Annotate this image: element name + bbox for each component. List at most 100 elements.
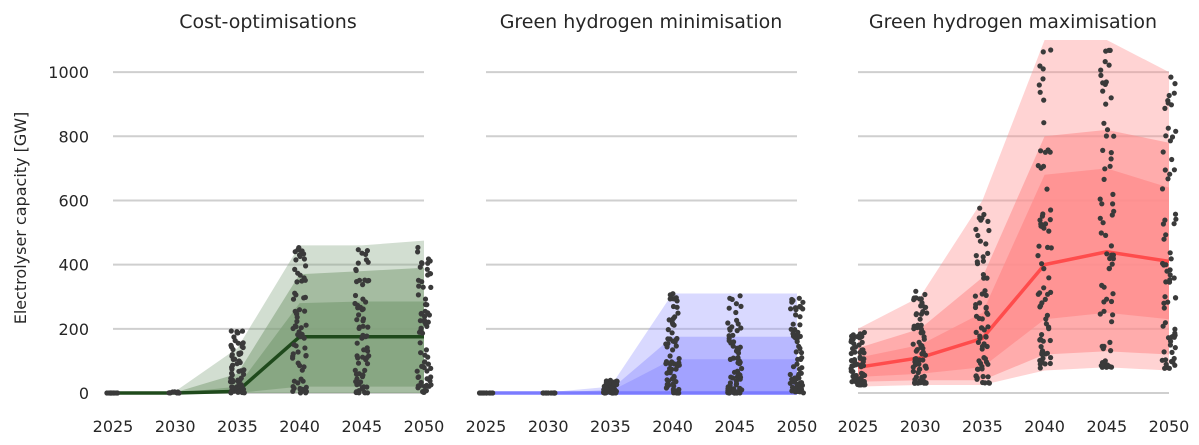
scenario-point: [985, 361, 991, 367]
scenario-point: [426, 383, 432, 389]
scenario-point: [1161, 300, 1167, 306]
scenario-point: [427, 378, 433, 384]
scenario-point: [1111, 133, 1117, 139]
scenario-point: [1108, 348, 1114, 354]
scenario-point: [1101, 176, 1107, 182]
scenario-point: [1163, 232, 1169, 238]
scenario-point: [1110, 191, 1116, 197]
scenario-point: [675, 310, 681, 316]
scenario-point: [982, 356, 989, 362]
scenario-point: [235, 389, 241, 395]
scenario-point: [1173, 128, 1179, 134]
scenario-point: [974, 259, 980, 265]
scenario-point: [296, 307, 303, 313]
scenario-point: [1039, 332, 1045, 338]
scenario-point: [1165, 98, 1171, 104]
scenario-point: [1162, 167, 1168, 173]
scenario-point: [734, 345, 740, 351]
scenario-point: [1042, 361, 1048, 367]
scenario-point: [229, 366, 235, 372]
scenario-point: [1097, 196, 1103, 202]
scenario-point: [1099, 343, 1105, 349]
scenario-point: [674, 335, 680, 342]
scenario-point: [734, 328, 740, 334]
scenario-point: [1041, 266, 1047, 272]
x-tick-label: 2040: [1024, 417, 1065, 436]
scenario-point: [985, 250, 991, 256]
scenario-point: [983, 292, 989, 298]
scenario-point: [1045, 291, 1051, 297]
scenario-point: [166, 390, 172, 396]
scenario-point: [428, 284, 434, 290]
scenario-point: [922, 304, 928, 311]
scenario-point: [1165, 176, 1171, 182]
scenario-point: [415, 244, 421, 251]
scenario-point: [1167, 138, 1173, 144]
scenario-point: [1048, 245, 1054, 251]
scenario-point: [1037, 290, 1043, 296]
scenario-point: [850, 369, 856, 375]
scenario-point: [303, 353, 309, 359]
scenario-point: [793, 349, 799, 355]
scenario-point: [366, 353, 372, 359]
scenario-point: [292, 266, 298, 272]
scenario-point: [418, 310, 424, 317]
scenario-point: [228, 328, 234, 334]
scenario-point: [359, 335, 365, 341]
scenario-point: [1172, 345, 1178, 351]
scenario-point: [1101, 308, 1107, 314]
scenario-point: [800, 390, 807, 396]
scenario-point: [977, 333, 983, 339]
scenario-point: [915, 369, 921, 376]
scenario-point: [856, 377, 862, 383]
scenario-point: [796, 295, 802, 301]
scenario-point: [727, 295, 733, 301]
scenario-point: [734, 389, 740, 395]
y-tick-label: 1000: [48, 63, 89, 82]
scenario-point: [727, 382, 733, 388]
scenario-point: [1160, 149, 1166, 155]
scenario-point: [1171, 275, 1177, 281]
scenario-point: [1098, 67, 1104, 73]
scenario-point: [975, 366, 981, 372]
scenario-point: [984, 310, 990, 316]
scenario-point: [421, 359, 428, 365]
scenario-point: [979, 366, 985, 372]
scenario-point: [1100, 80, 1106, 86]
x-tick-label: 2040: [279, 417, 320, 436]
scenario-point: [976, 358, 982, 364]
x-tick-label: 2050: [777, 417, 818, 436]
x-tick-label: 2050: [1149, 417, 1190, 436]
scenario-point: [290, 353, 296, 359]
scenario-point: [418, 350, 424, 356]
scenario-point: [979, 343, 986, 349]
scenario-point: [1167, 272, 1173, 278]
scenario-point: [1103, 101, 1109, 107]
scenario-point: [798, 380, 805, 386]
scenario-point: [1110, 252, 1116, 258]
scenario-point: [738, 303, 744, 309]
scenario-point: [1047, 217, 1053, 223]
scenario-point: [175, 389, 181, 395]
scenario-point: [918, 303, 924, 309]
scenario-point: [979, 291, 985, 297]
scenario-point: [980, 254, 986, 260]
scenario-point: [417, 340, 423, 346]
scenario-point: [857, 354, 863, 360]
scenario-point: [228, 390, 234, 396]
scenario-point: [861, 350, 867, 356]
scenario-point: [972, 293, 979, 299]
scenario-point: [363, 251, 369, 257]
scenario-point: [303, 322, 309, 328]
scenario-point: [672, 314, 678, 320]
scenario-point: [1163, 361, 1169, 367]
scenario-point: [1040, 49, 1046, 55]
scenario-point: [1102, 166, 1108, 172]
scenario-point: [418, 325, 424, 331]
scenario-point: [1046, 275, 1052, 281]
scenario-point: [415, 292, 421, 298]
scenario-point: [297, 334, 304, 340]
scenario-point: [797, 333, 803, 339]
scenario-point: [981, 327, 987, 333]
scenario-point: [923, 380, 929, 386]
